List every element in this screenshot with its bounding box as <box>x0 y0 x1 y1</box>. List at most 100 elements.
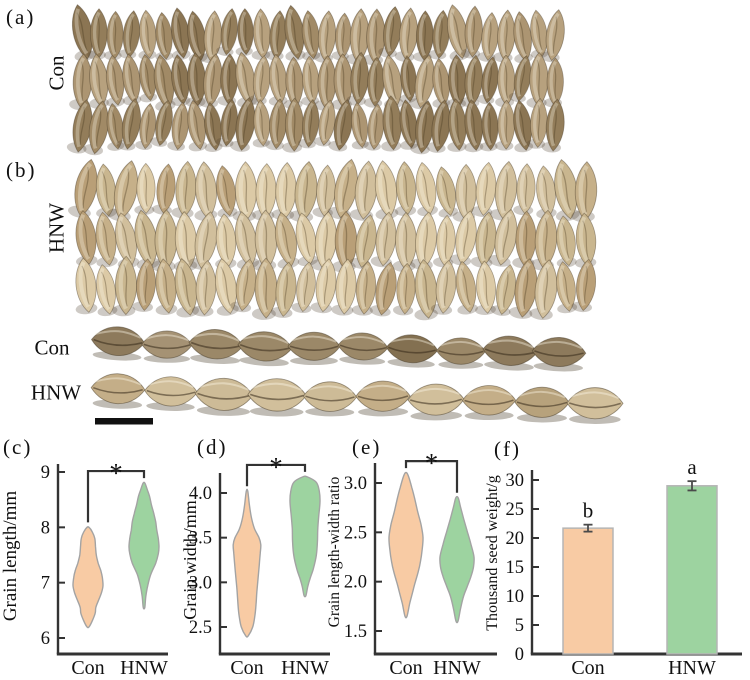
y-tick-label: 2.5 <box>344 523 367 543</box>
grain-streak <box>127 61 135 97</box>
grain <box>399 99 418 149</box>
grain-group <box>95 211 118 268</box>
significance-letter: b <box>583 499 594 523</box>
grain-streak <box>482 268 489 307</box>
grain-group <box>141 330 193 363</box>
grain-streak <box>202 219 209 261</box>
grain-group <box>310 258 337 314</box>
violin-hnw <box>439 495 475 624</box>
grain-streak <box>488 18 492 54</box>
grain-group <box>556 261 578 314</box>
grain-streak <box>119 220 132 260</box>
grain-streak <box>583 169 588 213</box>
grain <box>237 8 254 56</box>
grain-group <box>351 260 377 316</box>
grain-streak <box>193 60 200 99</box>
grain <box>554 158 578 220</box>
grain-streak <box>144 16 151 52</box>
panel-b-treatment-label: HNW <box>44 202 69 254</box>
grain-group <box>191 260 217 317</box>
grain-group <box>284 4 306 62</box>
grain-highlight <box>399 266 409 310</box>
grain <box>155 99 173 147</box>
grain-highlight <box>75 102 88 148</box>
grain-highlight <box>94 377 142 386</box>
grain-group <box>134 162 156 215</box>
y-tick-label: 4.0 <box>189 484 212 504</box>
grain-streak <box>227 14 232 49</box>
grain-streak <box>82 166 89 209</box>
grain-group <box>248 54 271 106</box>
grain-streak <box>403 220 408 263</box>
grain-streak <box>263 266 268 310</box>
grain-group <box>513 99 534 153</box>
grain <box>464 99 483 151</box>
grain-highlight <box>438 169 452 212</box>
grain-group <box>464 99 484 153</box>
grain-highlight <box>238 55 251 101</box>
grain-streak <box>420 169 431 207</box>
grain-highlight <box>465 389 512 397</box>
grain <box>215 165 237 217</box>
grain-streak <box>220 172 231 209</box>
y-tick-label: 2.0 <box>344 573 367 593</box>
x-category-label: HNW <box>668 657 716 679</box>
grain-highlight <box>549 60 557 102</box>
grain-group <box>265 10 287 61</box>
grain-streak <box>81 265 90 305</box>
grain-highlight <box>238 165 249 216</box>
grain-highlight <box>117 163 133 215</box>
grain-streak <box>300 220 311 257</box>
grain-group <box>455 260 478 315</box>
grain-highlight <box>370 60 379 103</box>
grain-streak <box>517 18 527 55</box>
grain-highlight <box>192 332 240 342</box>
grain <box>382 95 402 151</box>
grain-seam <box>146 389 196 397</box>
grain-highlight <box>118 259 129 310</box>
grain-highlight <box>458 213 472 260</box>
grain-group <box>452 163 477 223</box>
grain-group <box>489 160 518 221</box>
grain-streak <box>101 219 111 258</box>
grain <box>105 54 125 106</box>
grain-streak <box>191 18 201 55</box>
grain-streak <box>80 61 84 101</box>
grain-group <box>430 259 457 315</box>
grain <box>318 99 336 146</box>
grain-highlight <box>304 102 314 143</box>
grain-streak <box>363 221 369 261</box>
grain-highlight <box>353 105 364 144</box>
grain-highlight <box>144 334 189 342</box>
grain-group <box>378 6 402 58</box>
grain-highlight <box>258 261 269 314</box>
significance-star: * <box>425 448 439 478</box>
grain-streak <box>422 107 427 146</box>
panel-b-letter: (b) <box>6 158 37 182</box>
grain-highlight <box>410 387 461 395</box>
grain-streak <box>502 216 510 258</box>
grain-group <box>526 97 548 149</box>
grain-streak <box>487 62 492 97</box>
grain-highlight <box>418 13 427 57</box>
y-tick-label: 10 <box>506 587 525 607</box>
grain-highlight <box>458 264 471 309</box>
grain-streak <box>404 106 413 142</box>
grain-highlight <box>78 261 91 308</box>
grain-seam <box>190 341 242 350</box>
grain-streak <box>537 105 541 141</box>
grain-streak <box>110 109 119 143</box>
x-category-label: Con <box>571 657 604 679</box>
grain-streak <box>143 170 148 207</box>
grain <box>351 101 368 149</box>
grain-group <box>71 4 95 62</box>
grain-highlight <box>321 102 332 142</box>
panel-a-treatment-label: Con <box>44 55 69 91</box>
chart-panel-f <box>530 470 742 656</box>
grain-highlight <box>318 214 330 265</box>
grain-group <box>152 163 176 215</box>
grain-streak <box>122 168 130 212</box>
grain-highlight <box>92 57 103 103</box>
photo-panel-b <box>68 158 598 321</box>
grain-group <box>436 337 486 369</box>
